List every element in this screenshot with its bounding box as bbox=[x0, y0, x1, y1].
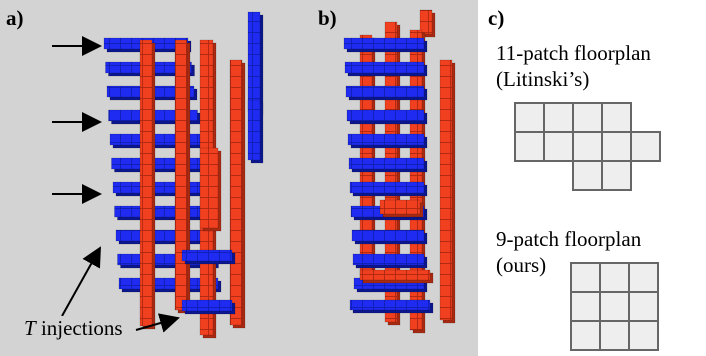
floorplan-11-cell bbox=[601, 102, 632, 133]
rung-blue bbox=[343, 37, 425, 50]
rung-blue bbox=[114, 205, 210, 218]
rung-blue bbox=[181, 299, 233, 312]
t-injections-label: T injections bbox=[22, 316, 125, 341]
floorplan-11-title-line2: (Litinski’s) bbox=[496, 67, 590, 91]
floorplan-9-title: 9-patch floorplan (ours) bbox=[496, 226, 641, 278]
floorplan-11-cell bbox=[572, 131, 603, 162]
t-injections-text: injections bbox=[35, 316, 123, 340]
t-symbol: T bbox=[24, 316, 36, 340]
lattice-surgery-scene bbox=[52, 9, 456, 339]
pillar-red bbox=[174, 39, 188, 311]
rung-blue bbox=[348, 157, 425, 170]
floorplan-11-cell bbox=[601, 160, 632, 191]
rung-blue bbox=[115, 229, 213, 242]
floorplan-9-cell bbox=[570, 320, 601, 351]
floorplan-11-title-line1: 11-patch floorplan bbox=[496, 41, 651, 65]
panel-a-label: a) bbox=[6, 6, 24, 30]
rung-blue bbox=[181, 249, 233, 262]
floorplan-9-cell bbox=[570, 291, 601, 322]
pillar-red bbox=[139, 39, 153, 327]
floorplan-11-title: 11-patch floorplan (Litinski’s) bbox=[496, 40, 651, 92]
pillar-red bbox=[439, 59, 453, 321]
floorplan-9-cell bbox=[628, 291, 659, 322]
floorplan-9-cell bbox=[599, 291, 630, 322]
rung-blue bbox=[118, 277, 219, 290]
panel-b-label: b) bbox=[318, 6, 337, 30]
floorplan-11-cell bbox=[514, 131, 545, 162]
arrow-t-injection-up bbox=[61, 246, 101, 317]
floorplan-9-cell bbox=[599, 262, 630, 293]
rung-blue bbox=[345, 85, 425, 98]
connector-red bbox=[199, 147, 219, 229]
floorplan-9-cell bbox=[599, 320, 630, 351]
floorplan-11-cell bbox=[543, 102, 574, 133]
arrows-layer bbox=[52, 36, 180, 333]
floorplan-11-cell bbox=[572, 160, 603, 191]
tower-b-structure bbox=[343, 9, 456, 334]
pillar-red bbox=[229, 59, 243, 326]
rung-blue bbox=[349, 181, 425, 194]
arrow-t-injection-right bbox=[135, 313, 180, 333]
cross-red bbox=[359, 269, 431, 281]
floorplan-11-cell bbox=[601, 131, 632, 162]
rung-blue bbox=[351, 229, 425, 242]
rung-blue bbox=[352, 253, 425, 266]
tower-a-structure bbox=[103, 11, 264, 339]
rung-blue bbox=[349, 299, 431, 311]
rung-blue bbox=[344, 61, 425, 74]
floorplan-11-cell bbox=[572, 102, 603, 133]
floorplan-9-title-line1: 9-patch floorplan bbox=[496, 227, 642, 251]
floorplan-11-cell bbox=[630, 131, 661, 162]
top-red bbox=[419, 9, 433, 35]
floorplan-9-cell bbox=[570, 262, 601, 293]
floorplan-9-title-line2: (ours) bbox=[496, 253, 547, 277]
rung-blue bbox=[112, 181, 207, 194]
rung-blue bbox=[347, 133, 425, 146]
floorplan-11-cell bbox=[543, 131, 574, 162]
panel-c-label: c) bbox=[488, 6, 505, 30]
pillar-blue bbox=[247, 11, 261, 113]
rung-blue bbox=[346, 109, 425, 122]
pillar-blue bbox=[247, 99, 261, 161]
connector-red bbox=[379, 199, 421, 215]
floorplan-9-cell bbox=[628, 262, 659, 293]
floorplan-11-cell bbox=[514, 102, 545, 133]
floorplan-9-cell bbox=[628, 320, 659, 351]
